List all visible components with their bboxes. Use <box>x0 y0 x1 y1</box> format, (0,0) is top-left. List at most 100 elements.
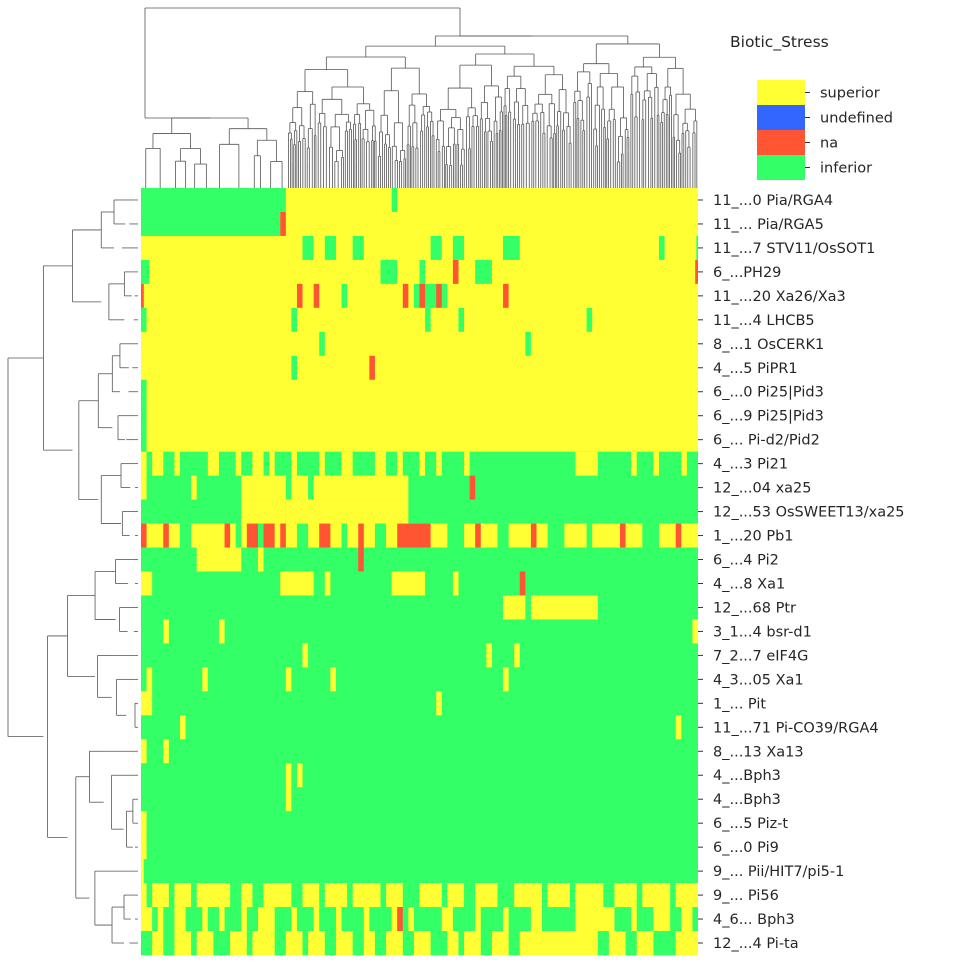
row-label: 6_...PH29 <box>713 265 781 281</box>
heatmap-cell <box>319 451 325 477</box>
heatmap-cell <box>475 523 481 548</box>
heatmap-cell <box>191 883 197 908</box>
heatmap-cell <box>503 283 509 309</box>
heatmap-cell <box>374 523 387 548</box>
heatmap-cell <box>141 835 147 860</box>
heatmap-cell <box>430 235 442 261</box>
heatmap-cell <box>369 355 375 381</box>
heatmap-cell <box>475 907 481 932</box>
heatmap-cell <box>497 883 515 908</box>
heatmap-cell <box>575 907 615 932</box>
heatmap-cell <box>547 523 565 548</box>
heatmap-cell <box>631 907 637 932</box>
row-label: 4_6... Bph3 <box>713 912 795 928</box>
row-label: 1_... Pit <box>713 696 766 712</box>
row-label: 1_...20 Pb1 <box>713 529 794 545</box>
heatmap-cell <box>141 451 147 477</box>
heatmap-cell <box>285 475 292 500</box>
heatmap-cell <box>419 451 426 477</box>
heatmap-cell <box>391 907 398 932</box>
row-label: 6_...0 Pi25|Pid3 <box>713 385 824 401</box>
heatmap-cell <box>675 523 682 548</box>
heatmap-cell <box>441 907 453 932</box>
heatmap-cell <box>625 931 637 956</box>
row-label: 12_...04 xa25 <box>713 481 812 497</box>
heatmap-cell <box>257 523 264 548</box>
heatmap-cell <box>642 523 660 548</box>
legend-title: Biotic_Stress <box>730 33 829 52</box>
heatmap-cell <box>285 763 292 788</box>
heatmap-cell <box>274 931 286 956</box>
row-labels: 11_...0 Pia/RGA4 11_... Pia/RGA5 11_...7 S… <box>698 193 905 952</box>
heatmap-cell <box>374 451 387 477</box>
heatmap-row <box>141 619 698 644</box>
heatmap-cell <box>408 907 414 932</box>
row-dendrogram <box>7 199 138 944</box>
row-label: 3_1...4 bsr-d1 <box>713 624 812 640</box>
heatmap-cell <box>530 907 543 932</box>
heatmap-cell <box>425 307 431 333</box>
heatmap-cell <box>695 259 698 285</box>
heatmap-row <box>141 499 698 524</box>
heatmap-cell <box>285 499 409 524</box>
heatmap-cell <box>285 547 292 572</box>
heatmap-cell <box>670 883 676 908</box>
heatmap-cell <box>141 523 147 548</box>
heatmap-cell <box>503 667 509 692</box>
row-label: 12_...53 OsSWEET13/xa25 <box>713 505 905 521</box>
row-label: 11_... Pia/RGA5 <box>713 217 824 233</box>
heatmap-cell <box>141 475 147 500</box>
heatmap-row <box>141 475 698 500</box>
heatmap-row <box>141 691 698 716</box>
heatmap-cell <box>230 883 242 908</box>
heatmap-cell <box>530 595 598 620</box>
heatmap-cell <box>241 475 409 500</box>
row-label: 4_...5 PiPR1 <box>713 361 798 377</box>
heatmap-cell <box>313 907 320 932</box>
heatmap-row <box>141 643 698 668</box>
heatmap-cell <box>241 907 247 932</box>
heatmap-cell <box>141 283 144 309</box>
legend: Biotic_Stress superior undefined na inferio… <box>730 33 893 180</box>
heatmap-cell <box>397 907 403 932</box>
heatmap-cell <box>285 787 292 812</box>
heatmap-cell <box>525 331 531 357</box>
heatmap-row <box>141 379 698 405</box>
heatmap-cell <box>141 811 147 836</box>
heatmap-row <box>141 739 698 764</box>
heatmap-cell <box>542 883 548 908</box>
heatmap-cell <box>308 475 314 500</box>
heatmap-cell <box>291 907 297 932</box>
heatmap-cell <box>252 451 264 477</box>
heatmap-cell <box>141 188 161 213</box>
heatmap-cell <box>157 907 164 932</box>
heatmap-cell <box>324 235 336 261</box>
heatmap-cell <box>141 691 153 716</box>
row-label: 11_...71 Pi-CO39/RGA4 <box>713 720 879 736</box>
row-label: 11_...7 STV11/OsSOT1 <box>713 241 875 257</box>
heatmap-row <box>141 403 698 429</box>
heatmap-cell <box>358 523 364 548</box>
heatmap-cell <box>464 883 476 908</box>
heatmap-cell <box>141 211 161 237</box>
heatmap-cell <box>620 523 626 548</box>
heatmap-cell <box>146 883 153 908</box>
heatmap-cell <box>160 211 281 237</box>
heatmap-cell <box>319 883 325 908</box>
heatmap-cell <box>324 571 331 596</box>
heatmap-cell <box>514 643 520 668</box>
heatmap-cell <box>179 715 186 740</box>
row-label: 11_...20 Xa26/Xa3 <box>713 289 846 305</box>
legend-swatch-na <box>757 130 805 155</box>
heatmap-cell <box>141 859 144 884</box>
heatmap-cell <box>631 451 637 477</box>
heatmap-cell <box>141 307 147 333</box>
heatmap-cell <box>291 307 297 333</box>
heatmap-cell <box>358 547 364 572</box>
legend-label-undefined: undefined <box>820 111 893 127</box>
heatmap-cell <box>436 691 442 716</box>
column-dendrogram <box>144 7 698 188</box>
row-label: 9_... Pi56 <box>713 888 779 904</box>
heatmap-cell <box>380 259 398 285</box>
